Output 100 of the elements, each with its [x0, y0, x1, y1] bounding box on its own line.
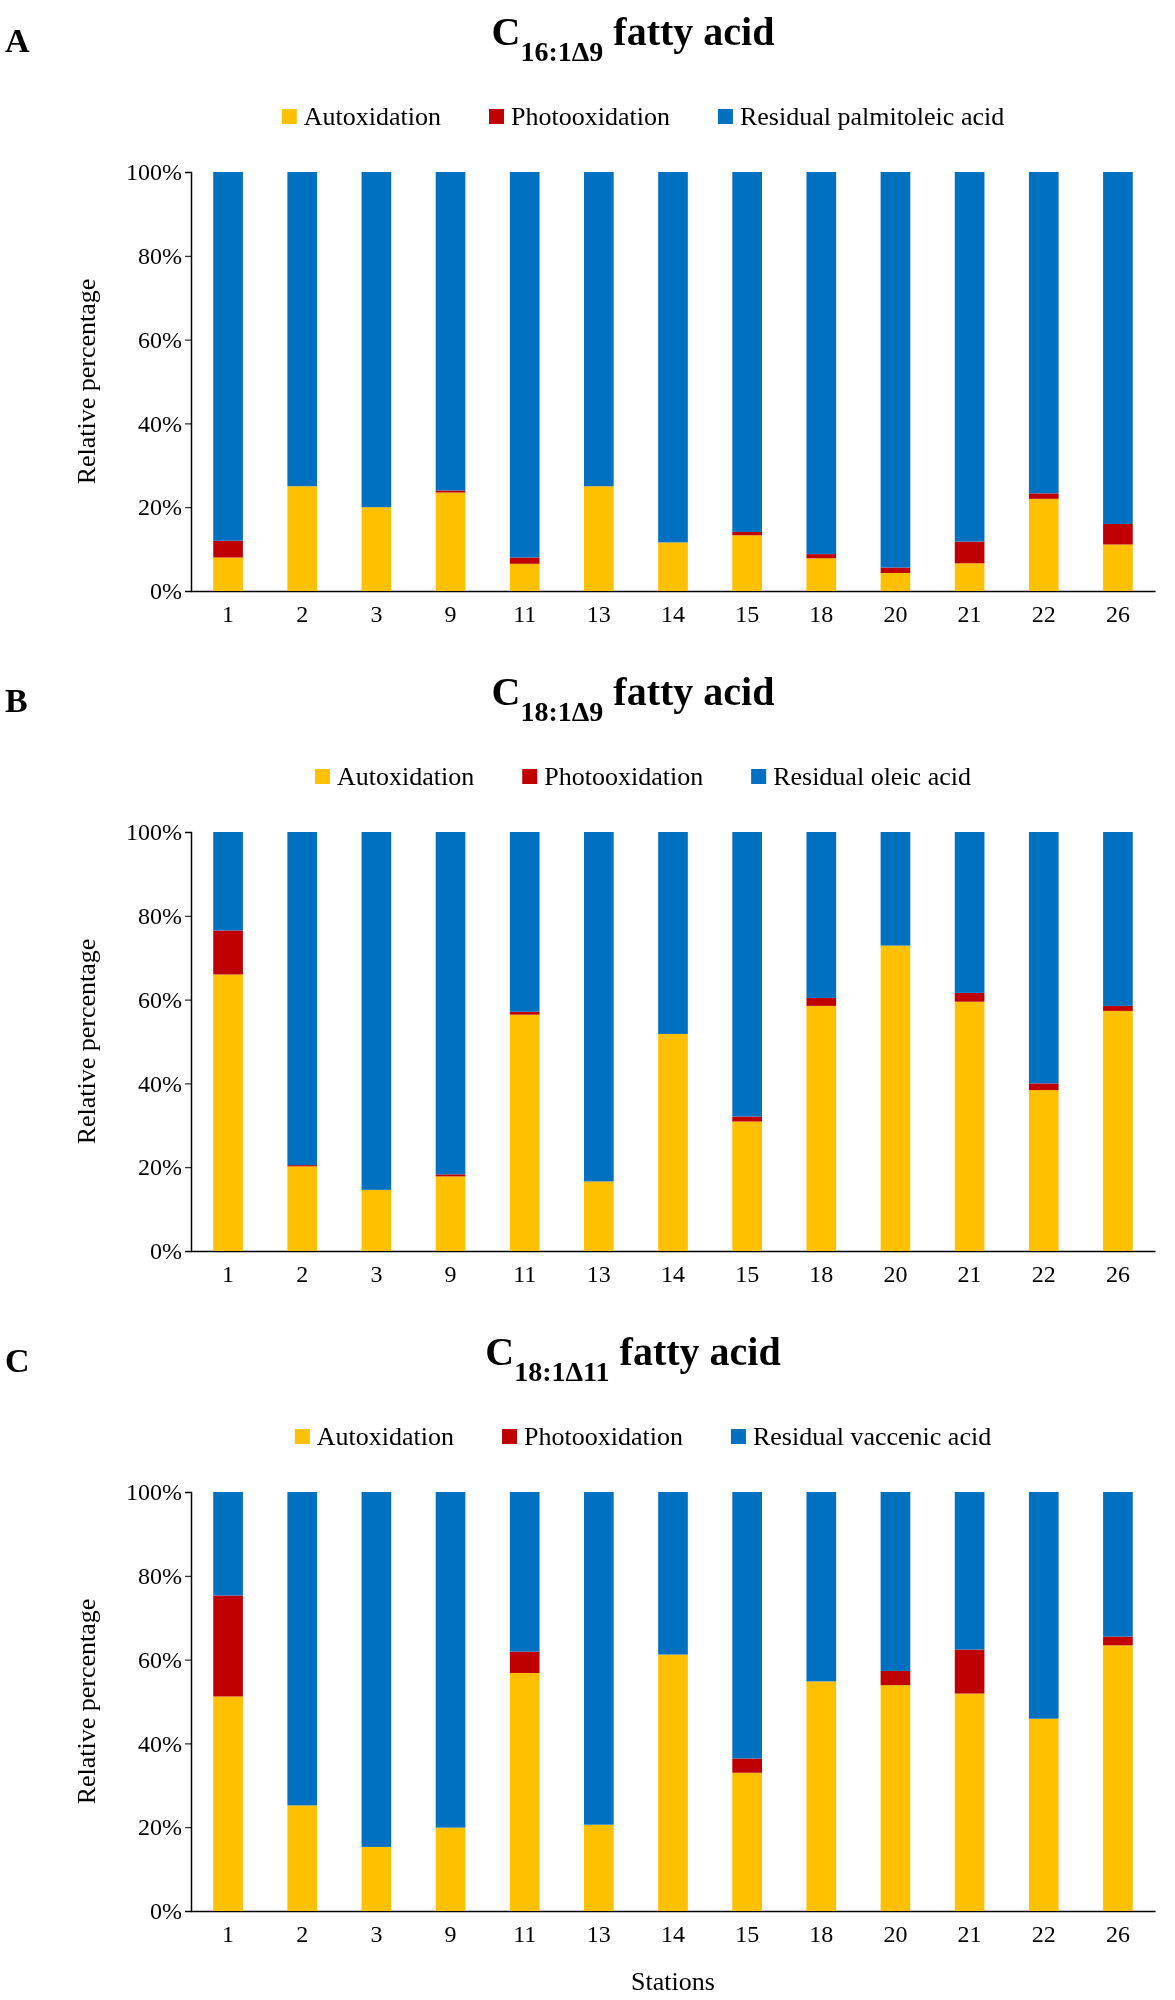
bar	[732, 1772, 762, 1911]
bar	[658, 1033, 688, 1251]
text: A	[5, 22, 30, 59]
bar	[213, 1696, 243, 1911]
y-axis-title: Relative percentage	[72, 1598, 101, 1805]
x-tick-label: 26	[1105, 601, 1130, 628]
x-tick-label: 21	[957, 601, 982, 628]
x-tick-label: 18	[809, 1921, 834, 1948]
bar	[1028, 832, 1059, 1084]
x-tick-label: 11	[513, 1921, 537, 1948]
bar	[732, 1121, 762, 1251]
y-tick-label: 60%	[138, 326, 182, 353]
chart-title: C$_{18:1Δ11}$ fatty acid	[485, 1329, 781, 1387]
y-tick-label: 100%	[126, 159, 182, 186]
x-tick-label: 9	[444, 1261, 457, 1288]
bar	[732, 535, 762, 591]
x-tick-label: 21	[957, 1261, 982, 1288]
bar	[954, 992, 985, 1002]
bar	[1103, 1636, 1133, 1646]
y-tick-label: 40%	[138, 410, 182, 437]
text: B	[5, 682, 28, 719]
bar	[806, 1005, 837, 1251]
bar	[213, 974, 243, 1251]
x-tick-label: 15	[735, 601, 760, 628]
bar	[1103, 523, 1133, 545]
bar	[658, 172, 688, 543]
bar	[954, 1693, 985, 1911]
bar	[213, 832, 243, 931]
bar	[435, 490, 466, 493]
bar	[361, 507, 392, 591]
x-tick-label: 2	[296, 1921, 309, 1948]
bar	[287, 832, 318, 1166]
x-tick-label: 21	[957, 1921, 982, 1948]
bar	[880, 172, 911, 568]
x-tick-label: 20	[883, 601, 908, 628]
bar	[732, 1116, 762, 1122]
bar	[509, 1651, 540, 1674]
bar	[1028, 498, 1059, 591]
chart-title: C$_{16:1Δ9}$ fatty acid	[491, 9, 775, 67]
bar	[435, 832, 466, 1175]
x-tick-label: 13	[586, 601, 611, 628]
bar	[435, 1492, 466, 1828]
bar	[1028, 1090, 1059, 1251]
bar	[361, 172, 392, 508]
y-tick-label: 0%	[150, 578, 182, 605]
y-tick-label: 20%	[138, 494, 182, 521]
bar	[880, 572, 911, 591]
x-tick-label: 15	[735, 1261, 760, 1288]
x-tick-label: 1	[222, 601, 235, 628]
x-tick-label: 20	[883, 1261, 908, 1288]
x-tick-label: 26	[1105, 1921, 1130, 1948]
y-tick-label: 60%	[138, 986, 182, 1013]
bar	[584, 832, 614, 1182]
x-tick-label: 20	[883, 1921, 908, 1948]
y-tick-label: 100%	[126, 819, 182, 846]
x-tick-label: 3	[370, 601, 383, 628]
bar	[954, 1649, 985, 1694]
bar	[658, 832, 688, 1034]
x-tick-label: 3	[370, 1261, 383, 1288]
chart-title: C$_{18:1Δ9}$ fatty acid	[491, 669, 775, 727]
x-tick-label: 18	[809, 601, 834, 628]
legend-label: Autoxidation	[303, 102, 442, 131]
bar	[287, 1805, 318, 1911]
x-tick-label: 13	[586, 1921, 611, 1948]
bar	[435, 492, 466, 591]
bar	[509, 172, 540, 558]
legend-label: Photooxidation	[524, 1422, 683, 1451]
bar	[954, 832, 985, 993]
legend-label: Photooxidation	[544, 762, 704, 791]
bar	[435, 172, 466, 491]
x-tick-label: 9	[444, 1921, 457, 1948]
x-tick-label: 1	[222, 1921, 235, 1948]
y-tick-label: 40%	[138, 1730, 182, 1757]
legend-label: Residual vaccenic acid	[752, 1422, 992, 1451]
x-tick-label: 22	[1031, 601, 1056, 628]
bar	[954, 172, 985, 542]
text: C	[5, 1342, 30, 1379]
legend-label: Residual oleic acid	[773, 762, 971, 791]
x-tick-label: 9	[444, 601, 457, 628]
x-tick-label: 2	[296, 601, 309, 628]
x-tick-label: 18	[809, 1261, 834, 1288]
x-tick-label: 22	[1031, 1921, 1056, 1948]
bar	[1028, 1718, 1059, 1911]
bar	[213, 172, 243, 541]
bar	[732, 1758, 762, 1773]
bar	[954, 541, 985, 564]
y-tick-label: 80%	[138, 1562, 182, 1589]
x-tick-label: 3	[370, 1921, 383, 1948]
x-tick-label: 22	[1031, 1261, 1056, 1288]
x-tick-label: 2	[296, 1261, 309, 1288]
bar	[806, 554, 837, 559]
bar	[435, 1176, 466, 1251]
bar	[509, 1492, 540, 1652]
bar	[213, 1492, 243, 1596]
bar	[880, 1492, 911, 1671]
bar	[1103, 1010, 1133, 1251]
bar	[806, 172, 837, 555]
x-tick-label: 11	[513, 1261, 537, 1288]
legend-label: Autoxidation	[316, 1422, 455, 1451]
bar	[361, 832, 392, 1190]
